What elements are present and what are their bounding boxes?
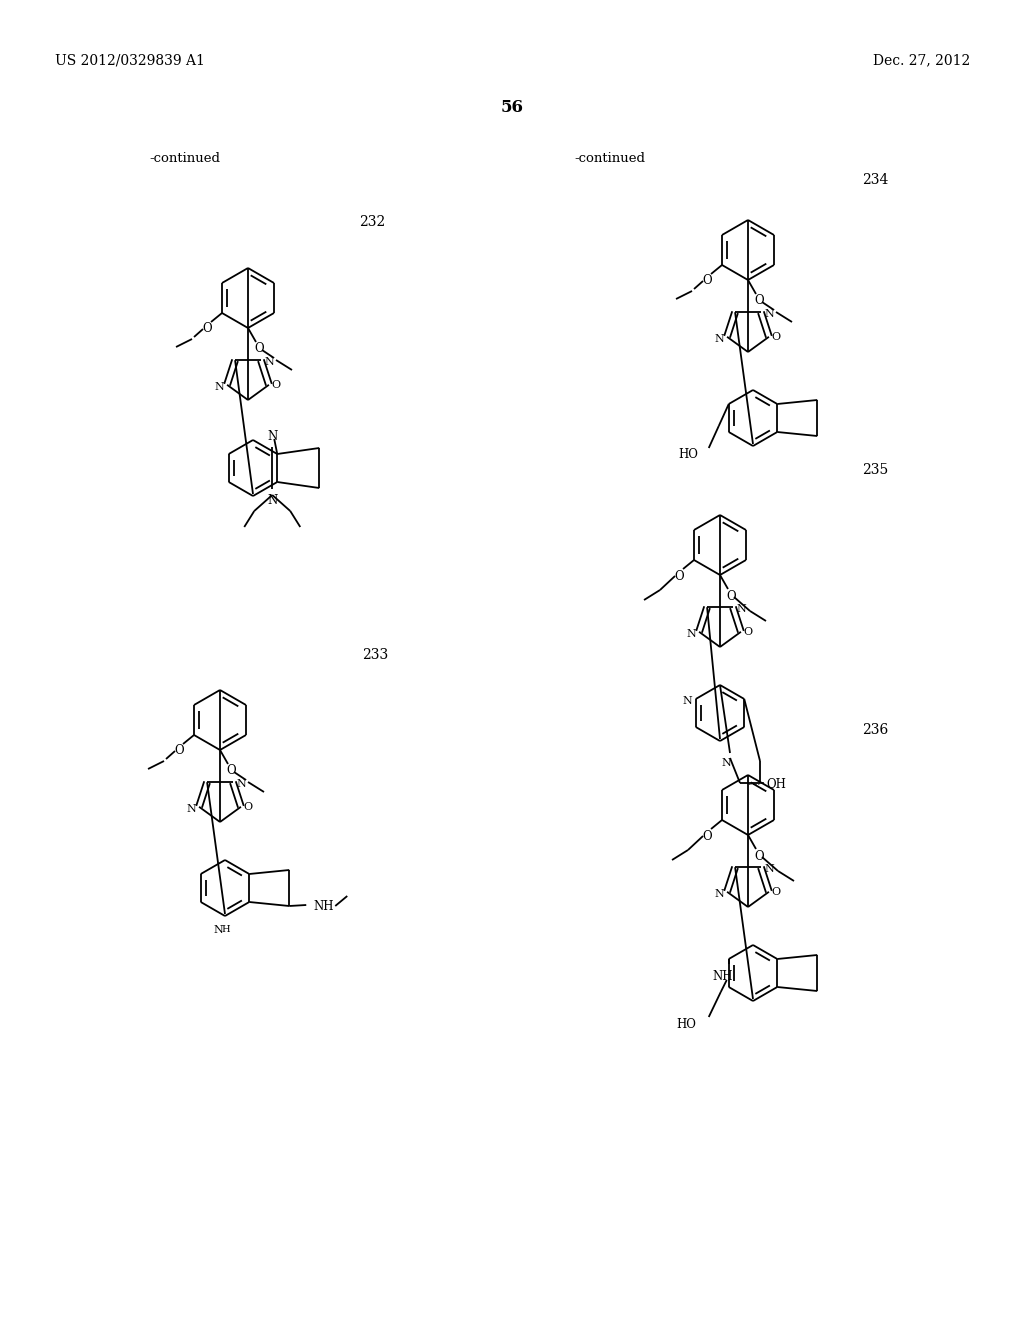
Text: US 2012/0329839 A1: US 2012/0329839 A1: [55, 53, 205, 67]
Text: 235: 235: [862, 463, 888, 477]
Text: 56: 56: [501, 99, 523, 116]
Text: O: O: [702, 275, 712, 288]
Text: N: N: [714, 334, 724, 343]
Text: HO: HO: [677, 1019, 696, 1031]
Text: 236: 236: [862, 723, 888, 737]
Text: O: O: [755, 850, 764, 862]
Text: O: O: [254, 342, 264, 355]
Text: 233: 233: [361, 648, 388, 663]
Text: OH: OH: [766, 779, 786, 792]
Text: NH: NH: [713, 969, 733, 982]
Text: N: N: [267, 429, 278, 442]
Text: O: O: [674, 569, 684, 582]
Text: 232: 232: [358, 215, 385, 228]
Text: O: O: [755, 294, 764, 308]
Text: N: N: [264, 358, 273, 367]
Text: O: O: [271, 380, 281, 389]
Text: 234: 234: [862, 173, 888, 187]
Text: HO: HO: [679, 447, 698, 461]
Text: O: O: [226, 764, 236, 777]
Text: N: N: [686, 628, 696, 639]
Text: N: N: [721, 758, 731, 768]
Text: O: O: [174, 744, 184, 758]
Text: O: O: [726, 590, 736, 602]
Text: O: O: [702, 829, 712, 842]
Text: N: N: [683, 696, 692, 706]
Text: H: H: [221, 925, 230, 935]
Text: NH: NH: [313, 899, 334, 912]
Text: N: N: [736, 605, 745, 614]
Text: -continued: -continued: [574, 152, 645, 165]
Text: O: O: [202, 322, 212, 335]
Text: N: N: [764, 309, 774, 319]
Text: N: N: [213, 925, 223, 935]
Text: O: O: [771, 887, 780, 896]
Text: Dec. 27, 2012: Dec. 27, 2012: [872, 53, 970, 67]
Text: N: N: [186, 804, 196, 814]
Text: -continued: -continued: [150, 152, 220, 165]
Text: N: N: [764, 865, 774, 874]
Text: O: O: [743, 627, 753, 636]
Text: O: O: [244, 801, 253, 812]
Text: O: O: [771, 331, 780, 342]
Text: N: N: [237, 779, 246, 789]
Text: N: N: [267, 495, 278, 507]
Text: N: N: [714, 888, 724, 899]
Text: .....: .....: [748, 779, 761, 787]
Text: N: N: [214, 381, 224, 392]
